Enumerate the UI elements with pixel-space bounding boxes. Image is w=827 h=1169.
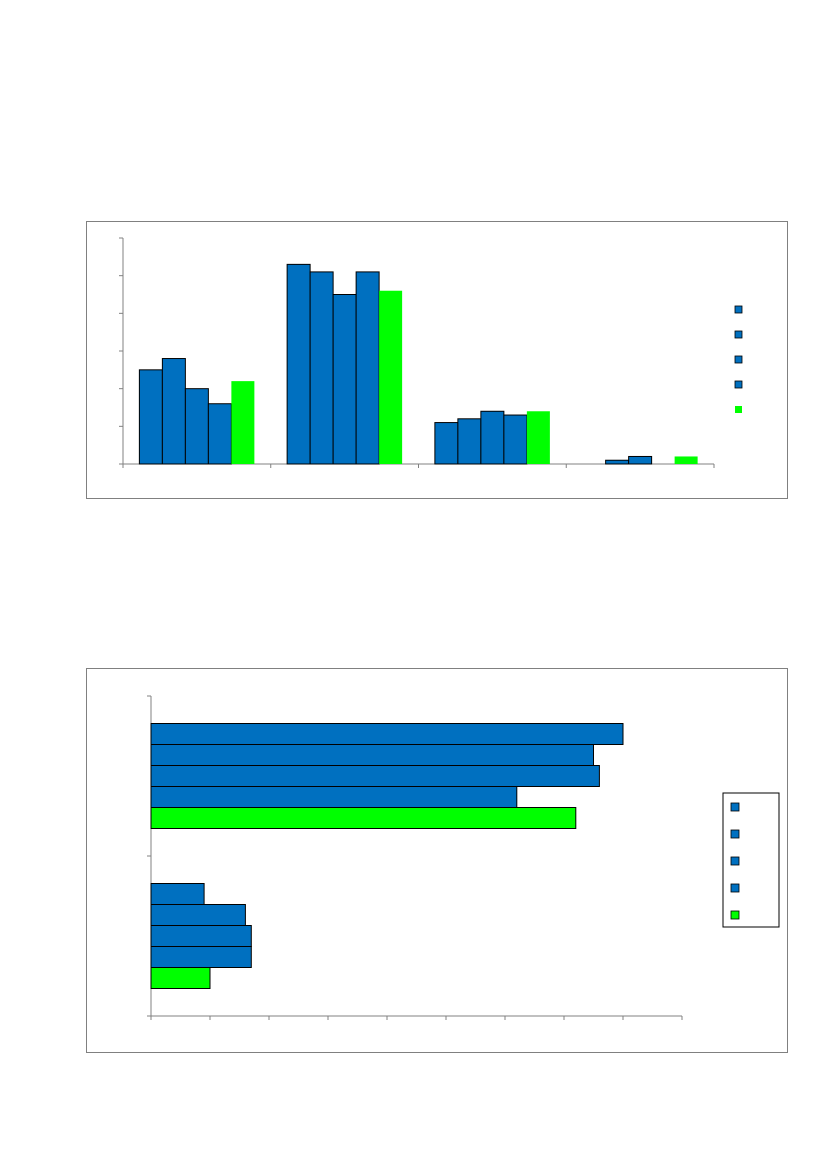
series-bar — [628, 455, 653, 465]
legend-marker — [735, 406, 742, 413]
legend-marker — [730, 856, 740, 866]
series-bar — [286, 263, 311, 465]
legend-marker — [734, 355, 743, 364]
series-bar — [457, 418, 482, 465]
legend-marker — [730, 910, 740, 920]
horizontal-bar-chart — [86, 668, 788, 1053]
series-bar — [309, 271, 334, 465]
highlight-bar — [526, 411, 550, 464]
series-bar — [184, 388, 209, 465]
highlight-bar — [231, 381, 255, 464]
series-bar — [150, 883, 205, 905]
highlight-bar — [674, 456, 698, 464]
series-bar — [150, 946, 252, 968]
legend-marker — [734, 305, 743, 314]
series-bar — [434, 422, 459, 465]
series-bar — [150, 904, 246, 926]
highlight-bar — [379, 290, 403, 464]
legend-marker — [730, 883, 740, 893]
series-bar — [503, 414, 528, 465]
highlight-bar — [150, 967, 211, 989]
series-bar — [150, 765, 600, 787]
series-bar — [138, 369, 163, 465]
series-bar — [332, 294, 357, 465]
series-bar — [355, 271, 380, 465]
legend-marker — [730, 829, 740, 839]
highlight-bar — [150, 807, 577, 829]
series-bar — [150, 723, 624, 745]
legend-marker — [734, 330, 743, 339]
legend-marker — [734, 380, 743, 389]
series-bar — [150, 786, 518, 808]
horizontal-bar-chart-svg — [147, 695, 780, 1020]
vertical-bar-chart — [86, 221, 788, 499]
series-bar — [150, 744, 594, 766]
legend-marker — [730, 802, 740, 812]
vertical-bar-chart-svg — [119, 237, 743, 468]
series-bar — [605, 459, 630, 465]
series-bar — [207, 403, 232, 465]
series-bar — [480, 410, 505, 465]
series-bar — [161, 358, 186, 465]
series-bar — [150, 925, 252, 947]
